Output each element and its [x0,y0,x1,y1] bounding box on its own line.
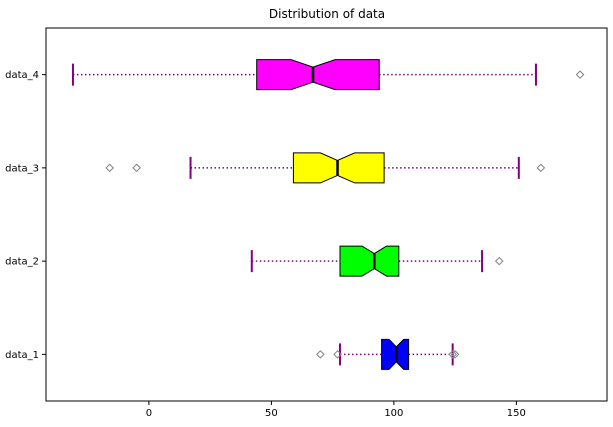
x-tick-label-150: 150 [507,408,526,419]
outlier-point-data_2-0 [494,256,504,266]
outlier-point-data_3-1 [132,163,141,173]
box-group-data_4 [71,59,585,91]
x-axis: 0 50 100 150 [146,401,526,419]
y-axis: data_1 data_2 data_3 data_4 [5,70,46,361]
x-tick-label-100: 100 [384,408,403,419]
outlier-point-data_3-0 [105,163,115,173]
box-data_2 [339,245,400,277]
outlier-point-data_1-3 [450,350,460,359]
y-tick-label-data_4: data_4 [5,70,39,81]
box-group-data_2 [250,245,504,277]
box-data_4 [256,59,380,91]
y-tick-label-data_1: data_1 [5,350,39,361]
outlier-point-data_1-2 [448,350,457,359]
outlier-point-data_3-2 [536,163,546,173]
chart-title: Distribution of data [269,7,385,21]
y-tick-label-data_3: data_3 [5,163,39,174]
outlier-point-data_1-1 [333,350,342,359]
x-tick-label-0: 0 [146,408,152,419]
x-tick-label-50: 50 [265,408,278,419]
box-group-data_3 [105,152,546,184]
outlier-point-data_4-0 [575,70,585,79]
outlier-point-data_1-0 [316,350,325,359]
plot-area [71,59,585,370]
y-tick-label-data_2: data_2 [5,257,39,268]
plot-frame [45,27,608,402]
box-group-data_1 [316,338,460,370]
